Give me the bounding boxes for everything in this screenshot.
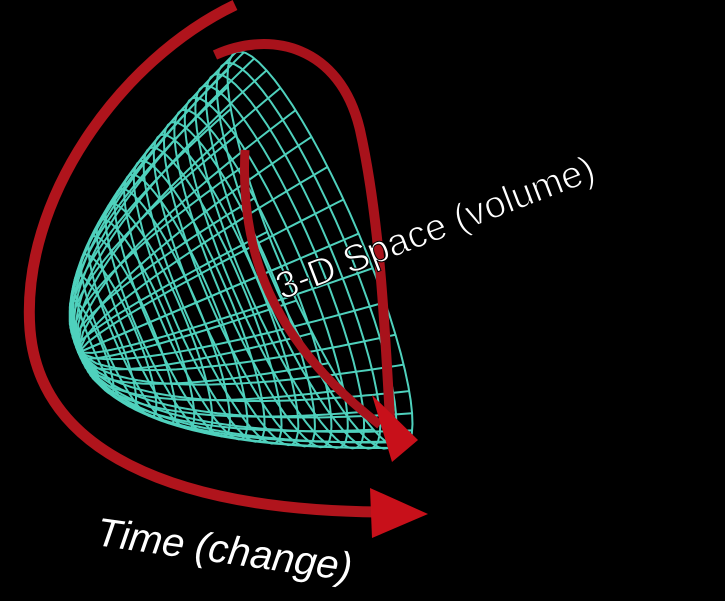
wire: [71, 51, 245, 353]
wire: [70, 51, 237, 353]
wire: [77, 232, 360, 354]
wire: [77, 351, 410, 403]
wire: [77, 299, 297, 360]
time-arrow: [23, 0, 381, 518]
wire: [77, 198, 344, 354]
wire: [77, 166, 329, 353]
wire: [77, 333, 396, 372]
wire: [73, 196, 256, 353]
wire: [78, 267, 374, 354]
wire: [77, 109, 297, 353]
wire: [77, 351, 404, 386]
wire: [78, 301, 386, 361]
wire: [74, 230, 268, 353]
wire: [77, 135, 313, 353]
wire: [77, 351, 413, 433]
wire: [77, 352, 329, 385]
space-arrow-inner: [240, 149, 383, 429]
time-arrowhead: [370, 488, 428, 538]
wire: [77, 87, 282, 353]
wire: [77, 332, 313, 371]
wire: [74, 69, 268, 353]
wire: [71, 164, 246, 353]
space-arrowhead: [372, 395, 418, 462]
wireframe-bowl: [68, 50, 414, 450]
space-arrow: [212, 39, 395, 421]
wire: [72, 57, 256, 353]
wire: [77, 351, 410, 444]
